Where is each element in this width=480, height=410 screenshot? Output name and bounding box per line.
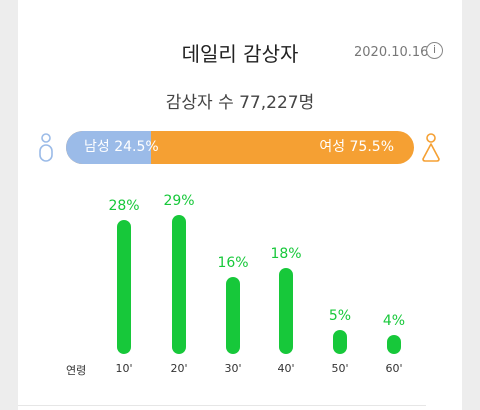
male-share-bar	[66, 131, 152, 164]
date-label: 2020.10.16	[354, 45, 429, 60]
age-distribution-chart: 연령 28% 10' 29% 20' 16% 30' 18% 40' 5% 50' 4% 60'	[18, 0, 462, 410]
bar-value-label: 29%	[163, 192, 195, 209]
bar-4	[279, 267, 293, 354]
x-axis-label: 연령	[66, 364, 87, 377]
divider	[18, 405, 426, 406]
bar-value-label: 4%	[382, 312, 406, 329]
female-share-label: 여성 75.5%	[319, 139, 394, 155]
bar-2	[172, 214, 186, 354]
bar-3	[226, 277, 240, 354]
x-tick-label: 30'	[224, 362, 242, 375]
x-tick-label: 20'	[170, 362, 188, 375]
male-person-icon	[39, 133, 53, 162]
x-tick-label: 60'	[385, 362, 403, 375]
x-tick-label: 40'	[277, 362, 295, 375]
x-tick-label: 50'	[331, 362, 349, 375]
bar-value-label: 16%	[217, 255, 249, 272]
female-person-icon	[422, 133, 440, 162]
viewer-count: 감상자 수 77,227명	[165, 93, 315, 113]
info-icon[interactable]: i	[426, 42, 443, 59]
bar-6	[387, 334, 401, 354]
x-tick-label: 10'	[115, 362, 133, 375]
bar-5	[333, 330, 347, 354]
bar-value-label: 18%	[270, 245, 302, 262]
gender-ratio-bar: 남성 24.5% 여성 75.5%	[66, 131, 414, 164]
bar-value-label: 28%	[108, 197, 140, 214]
bar-value-label: 5%	[328, 308, 352, 324]
daily-viewers-card: 데일리 감상자 2020.10.16 i 감상자 수 77,227명 남성 24…	[18, 0, 462, 410]
page-title: 데일리 감상자	[181, 42, 299, 66]
male-share-label: 남성 24.5%	[84, 139, 159, 155]
bar-1	[117, 219, 131, 354]
